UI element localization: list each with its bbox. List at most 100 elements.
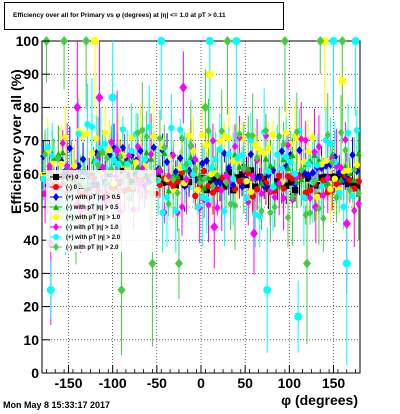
data-point [353, 161, 361, 169]
data-point [238, 171, 246, 178]
legend-entry: (+) with pT |η| > 2.0 [66, 235, 121, 241]
data-point [267, 161, 274, 169]
data-point [265, 168, 272, 175]
data-point [192, 192, 199, 200]
data-point [311, 176, 318, 186]
data-point [342, 146, 349, 155]
data-point [305, 148, 312, 155]
x-tick-label: -100 [99, 375, 127, 391]
data-point [174, 188, 181, 198]
data-point [125, 151, 133, 160]
data-point [113, 145, 122, 156]
data-point [225, 151, 233, 158]
data-point [252, 141, 259, 148]
data-point [192, 155, 199, 164]
data-point [250, 228, 258, 239]
data-point [84, 130, 91, 137]
data-point [156, 134, 164, 143]
data-point [280, 193, 287, 203]
legend-marker [53, 204, 59, 210]
data-point [209, 189, 217, 196]
data-point [333, 193, 340, 202]
data-point [283, 129, 290, 136]
data-point [207, 178, 215, 185]
data-point [169, 175, 177, 184]
data-point [148, 258, 157, 269]
data-point [214, 203, 221, 213]
data-point [108, 138, 115, 147]
data-point [274, 151, 281, 158]
legend-entry: (+) 0 ... [66, 175, 86, 181]
data-point [143, 148, 150, 156]
data-point [238, 182, 246, 191]
data-point [342, 218, 351, 229]
data-point [291, 170, 299, 178]
data-point [199, 131, 206, 139]
data-point [137, 146, 144, 156]
data-point [346, 186, 354, 195]
data-point [159, 179, 166, 186]
data-point [243, 177, 250, 185]
data-point [320, 191, 327, 200]
data-point [258, 179, 265, 187]
data-point [252, 183, 259, 190]
data-point [196, 172, 203, 180]
data-point [169, 182, 177, 189]
data-point [169, 151, 177, 160]
legend-entry: (+) with pT |η| > 1.0 [66, 215, 121, 221]
data-point [355, 149, 362, 157]
y-tick-label: 20 [23, 299, 39, 315]
data-point [265, 144, 272, 152]
data-point [296, 146, 303, 155]
data-point [340, 203, 347, 210]
data-point [75, 130, 82, 138]
data-point [205, 182, 212, 190]
data-point [315, 142, 323, 151]
data-point [66, 144, 74, 153]
data-point [165, 171, 172, 181]
chart-title: Efficiency over all for Primary vs φ (de… [13, 12, 226, 19]
data-point [298, 134, 305, 144]
data-point [106, 146, 113, 154]
data-point [329, 37, 338, 45]
legend-marker [53, 223, 59, 231]
data-point [82, 36, 91, 46]
data-point [236, 130, 243, 139]
data-point [157, 37, 166, 45]
data-point [351, 176, 358, 183]
data-point [174, 172, 181, 179]
data-point [103, 153, 111, 163]
data-point [349, 180, 356, 187]
data-point [280, 185, 287, 192]
data-point [59, 139, 66, 148]
data-point [71, 162, 78, 170]
data-point [294, 312, 303, 321]
data-point [306, 208, 314, 218]
data-point [214, 171, 221, 180]
data-point [303, 258, 311, 269]
data-point [336, 189, 343, 197]
data-point [46, 162, 53, 171]
data-point [300, 194, 308, 201]
x-axis-title: φ (degrees) [281, 392, 358, 408]
data-point [267, 208, 274, 217]
data-point [59, 148, 66, 156]
data-point [327, 140, 334, 147]
data-point [344, 167, 352, 174]
data-point [159, 209, 166, 216]
data-point [313, 162, 321, 169]
data-point [225, 169, 233, 176]
legend: (+) 0 ... (-) 0 ... (+) with pT |η| > 0.5 (… [46, 170, 156, 252]
data-point [280, 155, 287, 163]
data-point [322, 157, 330, 164]
data-point [60, 36, 69, 46]
data-point [216, 146, 224, 153]
x-tick-label: -50 [147, 375, 167, 391]
data-point [150, 133, 157, 140]
data-point [179, 82, 188, 93]
data-point [336, 168, 343, 177]
data-point [207, 165, 215, 172]
data-point [283, 153, 290, 161]
data-point [318, 183, 325, 190]
data-point [258, 206, 265, 216]
